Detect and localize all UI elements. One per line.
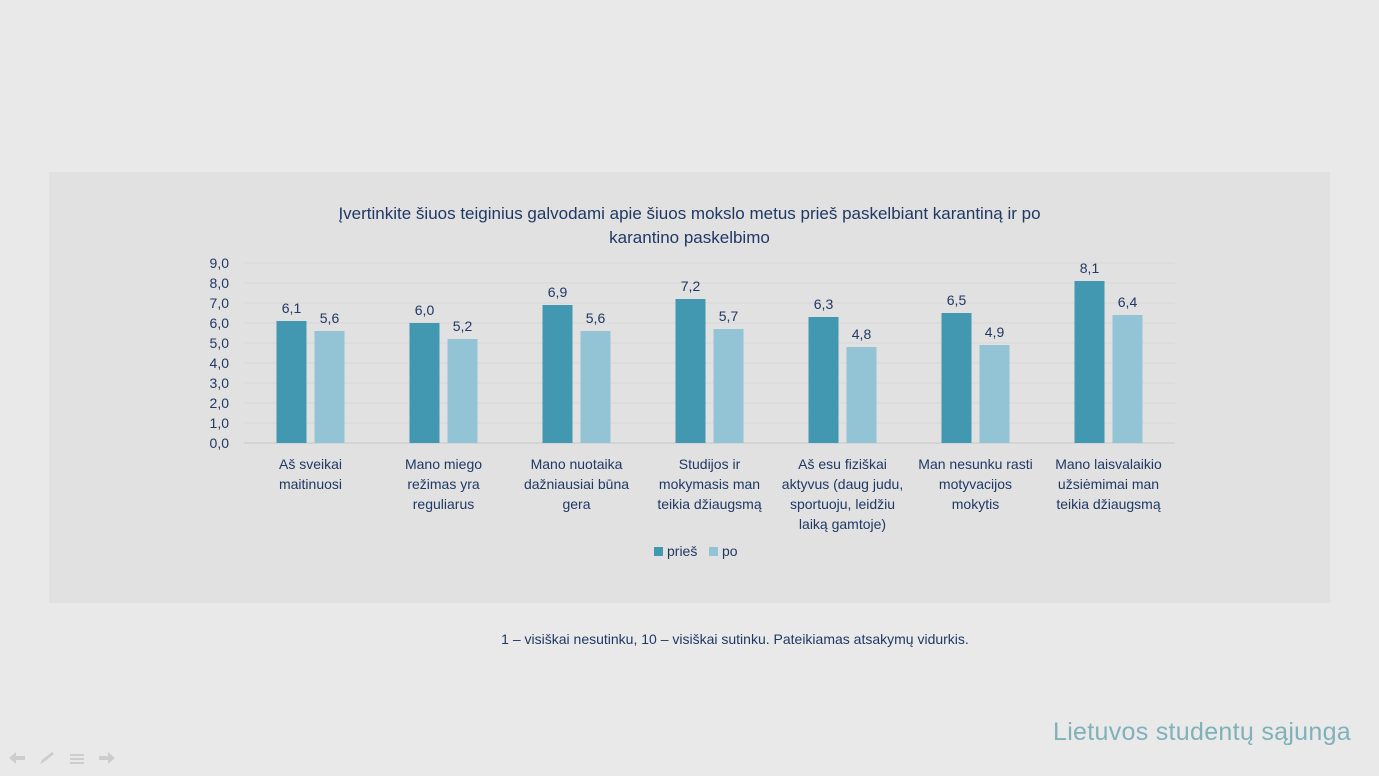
data-label: 6,0 xyxy=(415,302,435,318)
category-label: Mano miego režimas yra reguliarus xyxy=(405,456,482,512)
category-label-line: teikia džiaugsmą xyxy=(657,496,761,512)
data-label: 8,1 xyxy=(1080,260,1100,276)
bar-po xyxy=(846,347,877,443)
y-tick-label: 6,0 xyxy=(210,315,230,331)
category-label-line: mokytis xyxy=(952,496,999,512)
bar-po xyxy=(314,331,345,443)
category-label-line: reguliarus xyxy=(413,496,474,512)
category-label-line: dažniausiai būna xyxy=(524,476,629,492)
bar-pries xyxy=(808,317,839,443)
y-tick-label: 4,0 xyxy=(210,355,230,371)
category-label-line: teikia džiaugsmą xyxy=(1056,496,1160,512)
data-label: 6,1 xyxy=(282,300,302,316)
category-label-line: užsiėmimai man xyxy=(1058,476,1159,492)
y-tick-label: 7,0 xyxy=(210,295,230,311)
y-tick-label: 5,0 xyxy=(210,335,230,351)
category-label-line: režimas yra xyxy=(407,476,480,492)
category-label-line: motyvacijos xyxy=(939,476,1012,492)
data-label: 4,9 xyxy=(985,324,1005,340)
y-tick-label: 1,0 xyxy=(210,415,230,431)
category-label-line: Mano laisvalaikio xyxy=(1055,456,1162,472)
brand-logo-text: Lietuvos studentų sąjunga xyxy=(1053,718,1351,746)
data-label: 4,8 xyxy=(852,326,872,342)
category-label-line: Man nesunku rasti xyxy=(918,456,1032,472)
data-label: 5,2 xyxy=(453,318,473,334)
category-label-line: laiką gamtoje) xyxy=(799,516,886,532)
bar-po xyxy=(580,331,611,443)
category-label-line: Aš sveikai xyxy=(279,456,342,472)
category-label-line: Aš esu fiziškai xyxy=(798,456,887,472)
bar-po xyxy=(447,339,478,443)
category-label-line: sportuoju, leidžiu xyxy=(790,496,895,512)
data-label: 5,6 xyxy=(586,310,606,326)
legend-item-pries-label: prieš xyxy=(667,543,697,559)
category-label: Studijos ir mokymasis man teikia džiaugsmą xyxy=(657,456,761,512)
category-label-line: maitinuosi xyxy=(279,476,342,492)
data-label: 5,7 xyxy=(719,308,739,324)
category-label: Aš esu fiziškai aktyvus (daug judu, sportu… xyxy=(782,456,903,532)
bar-po xyxy=(1112,315,1143,443)
category-label: Aš sveikai maitinuosi xyxy=(279,456,342,492)
legend-item-pries-swatch xyxy=(654,547,663,556)
category-label-line: gera xyxy=(562,496,590,512)
data-label: 5,6 xyxy=(320,310,340,326)
legend-item-po-label: po xyxy=(722,543,738,559)
bar-po xyxy=(979,345,1010,443)
bar-po xyxy=(713,329,744,443)
category-label-line: aktyvus (daug judu, xyxy=(782,476,903,492)
category-label-line: Mano miego xyxy=(405,456,482,472)
data-label: 6,9 xyxy=(548,284,568,300)
next-slide-icon[interactable] xyxy=(98,751,116,765)
chart-title-line2: karantino paskelbimo xyxy=(609,228,770,247)
y-tick-label: 9,0 xyxy=(210,255,230,271)
bar-pries xyxy=(542,305,573,443)
y-tick-label: 8,0 xyxy=(210,275,230,291)
category-label: Mano nuotaika dažniausiai būna gera xyxy=(524,456,629,512)
y-tick-label: 3,0 xyxy=(210,375,230,391)
slide-controls xyxy=(8,751,116,765)
menu-icon[interactable] xyxy=(68,751,86,765)
scale-footnote: 1 – visiškai nesutinku, 10 – visiškai su… xyxy=(501,631,969,647)
data-label: 6,5 xyxy=(947,292,967,308)
chart-title: Įvertinkite šiuos teiginius galvodami ap… xyxy=(0,202,1379,250)
data-label: 7,2 xyxy=(681,278,701,294)
legend-item-po-swatch xyxy=(709,547,718,556)
category-label-line: mokymasis man xyxy=(659,476,760,492)
bar-pries xyxy=(675,299,706,443)
chart-title-line1: Įvertinkite šiuos teiginius galvodami ap… xyxy=(338,204,1041,223)
category-label-line: Studijos ir xyxy=(679,456,741,472)
data-label: 6,3 xyxy=(814,296,834,312)
bar-pries xyxy=(1074,281,1105,443)
previous-slide-icon[interactable] xyxy=(8,751,26,765)
category-label-line: Mano nuotaika xyxy=(531,456,623,472)
bar-pries xyxy=(276,321,307,443)
y-tick-label: 0,0 xyxy=(210,435,230,451)
bar-pries xyxy=(941,313,972,443)
category-label: Mano laisvalaikio užsiėmimai man teikia dž… xyxy=(1055,456,1162,512)
data-label: 6,4 xyxy=(1118,294,1138,310)
y-tick-label: 2,0 xyxy=(210,395,230,411)
pen-icon[interactable] xyxy=(38,751,56,765)
bar-pries xyxy=(409,323,440,443)
category-label: Man nesunku rasti motyvacijos mokytis xyxy=(918,456,1032,512)
